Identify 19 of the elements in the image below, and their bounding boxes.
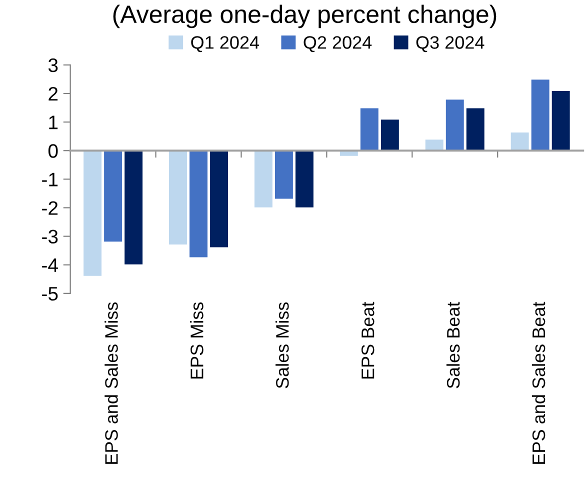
x-tick-label: EPS and Sales Miss bbox=[104, 302, 118, 464]
y-tick-label: 0 bbox=[48, 144, 58, 158]
x-tick-label: EPS and Sales Beat bbox=[532, 302, 546, 464]
x-tick-label: Sales Miss bbox=[276, 302, 289, 388]
legend-label: Q3 2024 bbox=[416, 36, 484, 52]
y-tick-label: -3 bbox=[42, 230, 58, 244]
y-tick-label: -5 bbox=[42, 287, 58, 301]
x-tick-label: Sales Beat bbox=[446, 302, 460, 388]
legend-label: Q1 2024 bbox=[191, 36, 260, 52]
y-tick-label: 1 bbox=[49, 116, 58, 130]
y-tick-label: 2 bbox=[48, 86, 58, 101]
y-tick-label: -1 bbox=[42, 172, 58, 186]
chart-title: (Average one-day percent change) bbox=[113, 4, 496, 28]
x-tick-label: EPS Beat bbox=[361, 302, 374, 379]
legend-label: Q2 2024 bbox=[304, 36, 372, 52]
y-tick-label: 3 bbox=[48, 58, 58, 72]
y-tick-label: -4 bbox=[42, 258, 58, 272]
x-tick-label: EPS Miss bbox=[190, 302, 204, 379]
y-tick-label: -2 bbox=[42, 201, 58, 215]
